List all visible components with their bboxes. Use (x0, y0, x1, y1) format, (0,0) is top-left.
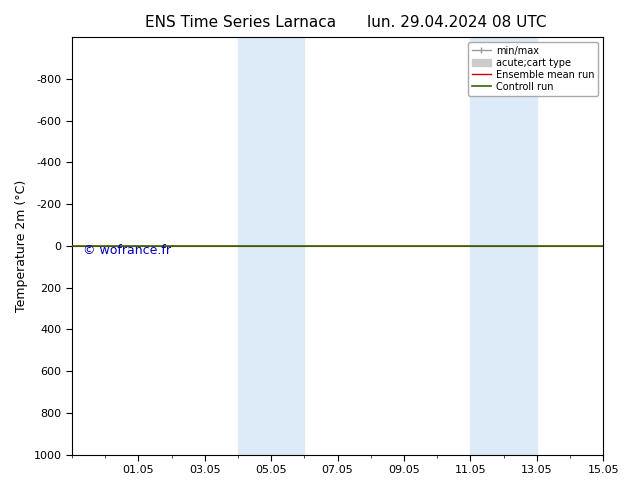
Legend: min/max, acute;cart type, Ensemble mean run, Controll run: min/max, acute;cart type, Ensemble mean … (468, 42, 598, 96)
Y-axis label: Temperature 2m (°C): Temperature 2m (°C) (15, 180, 28, 312)
Text: ENS Time Series Larnaca: ENS Time Series Larnaca (145, 15, 337, 30)
Bar (470, 37, 537, 455)
Text: © wofrance.fr: © wofrance.fr (82, 244, 171, 257)
Bar (238, 37, 304, 455)
Text: lun. 29.04.2024 08 UTC: lun. 29.04.2024 08 UTC (366, 15, 547, 30)
